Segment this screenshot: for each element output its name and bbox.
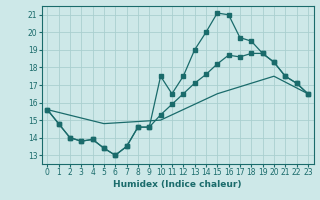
X-axis label: Humidex (Indice chaleur): Humidex (Indice chaleur)	[113, 180, 242, 189]
